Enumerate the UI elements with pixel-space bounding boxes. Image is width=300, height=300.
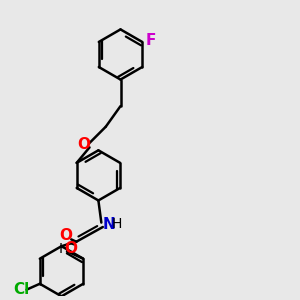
Text: O: O bbox=[64, 242, 77, 256]
Text: N: N bbox=[102, 217, 115, 232]
Text: H: H bbox=[112, 217, 122, 231]
Text: Cl: Cl bbox=[13, 282, 29, 297]
Text: O: O bbox=[59, 228, 72, 243]
Text: O: O bbox=[78, 137, 91, 152]
Text: F: F bbox=[146, 33, 156, 48]
Text: H: H bbox=[58, 242, 69, 256]
